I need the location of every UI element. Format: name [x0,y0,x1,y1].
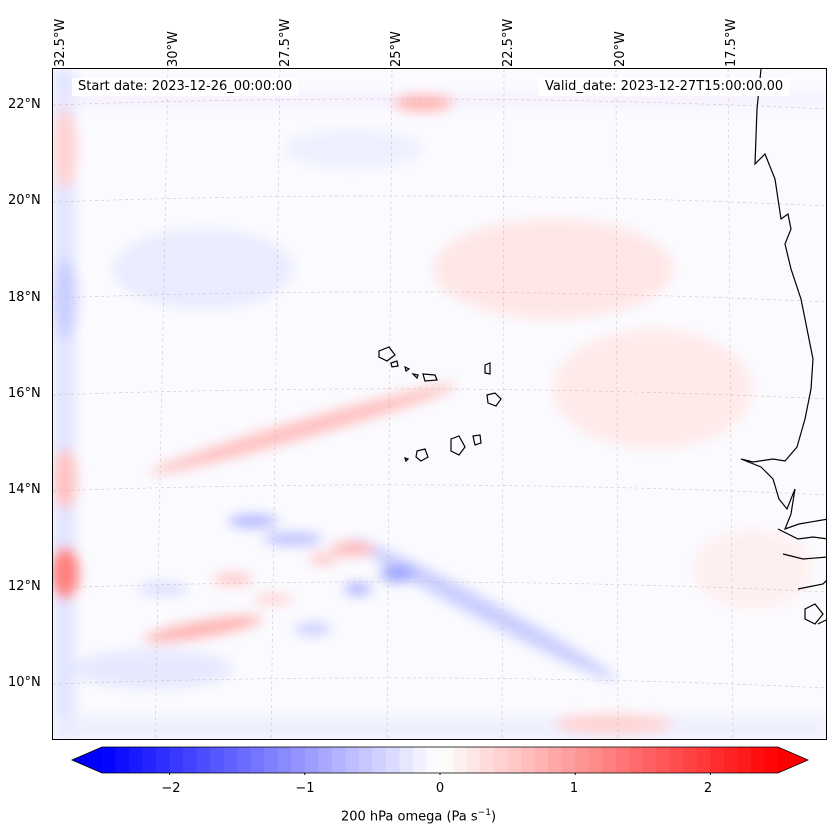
lat-label-22n: 22°N [8,97,41,112]
colorbar-segment [467,747,482,773]
colorbar-segment [683,747,698,773]
colorbar-segment [304,747,319,773]
colorbar-segment [561,747,576,773]
islands [378,346,502,463]
colorbar-segment [494,747,509,773]
colorbar-tick-1: 1 [569,781,579,796]
lon-label-25w: 25°W [389,31,404,67]
colorbar-segment [480,747,495,773]
colorbar-segment [629,747,644,773]
coastline [740,69,826,625]
colorbar-segment [183,747,198,773]
colorbar-segment [277,747,292,773]
colorbar-segment [507,747,522,773]
colorbar-segment [102,747,117,773]
colorbar-segment [372,747,387,773]
omega-field-map [53,69,826,739]
colorbar-segment [575,747,590,773]
colorbar-segment [250,747,265,773]
colorbar-segment [453,747,468,773]
colorbar-segment [264,747,279,773]
colorbar-segment [548,747,563,773]
colorbar-segment [764,747,779,773]
colorbar-label-prefix: 200 hPa omega (Pa s [340,809,478,825]
colorbar-tick--1: −1 [295,781,315,796]
colorbar-segment [358,747,373,773]
colorbar-segment [521,747,536,773]
colorbar-segment [750,747,766,773]
lon-label-27-5w: 27.5°W [278,18,293,67]
colorbar-segment [291,747,306,773]
colorbar-segment [723,747,739,773]
colorbar-segment [602,747,617,773]
colorbar-segment [399,747,414,773]
colorbar-segment [710,747,725,773]
colorbar-segment [737,747,752,773]
colorbar-segment [318,747,333,773]
lat-label-12n: 12°N [8,579,41,594]
colorbar-segment [129,747,144,773]
lon-label-32-5w: 32.5°W [53,18,68,67]
colorbar-segment [142,747,157,773]
start-date-label: Start date: 2023-12-26_00:00:00 [72,78,299,96]
lon-label-22-5w: 22.5°W [501,18,516,67]
colorbar-segment [115,747,130,773]
map-panel [52,68,827,740]
lon-label-17-5w: 17.5°W [724,18,739,67]
colorbar-segment [696,747,711,773]
colorbar-label-sup: −1 [477,808,491,818]
lat-label-16n: 16°N [8,386,41,401]
valid-date-label: Valid_date: 2023-12-27T15:00:00.00 [539,78,790,96]
colorbar-segment [412,747,428,773]
colorbar-label-suffix: ) [490,809,497,825]
colorbar-segment [169,747,184,773]
colorbar-tick--2: −2 [161,781,181,796]
lat-label-20n: 20°N [8,193,41,208]
colorbar-segment [656,747,671,773]
colorbar-segment [331,747,346,773]
graticule [53,69,826,739]
colorbar [70,746,810,775]
lon-label-30w: 30°W [166,31,181,67]
colorbar-segment [588,747,603,773]
colorbar-segment [615,747,630,773]
colorbar-segment [345,747,360,773]
colorbar-segment [223,747,238,773]
colorbar-segment [210,747,225,773]
lat-label-14n: 14°N [8,482,41,497]
colorbar-tick-2: 2 [703,781,713,796]
colorbar-outline [70,746,810,774]
colorbar-segment [642,747,657,773]
colorbar-segment [156,747,171,773]
colorbar-segment [426,747,441,773]
lat-label-18n: 18°N [8,290,41,305]
colorbar-tick-0: 0 [435,781,445,796]
lat-label-10n: 10°N [8,675,41,690]
colorbar-segment [196,747,211,773]
colorbar-segment [385,747,401,773]
colorbar-segment [440,747,455,773]
colorbar-segment [237,747,252,773]
lon-label-20w: 20°W [613,31,628,67]
colorbar-segment [669,747,684,773]
colorbar-extend-min [72,747,102,773]
colorbar-extend-max [778,747,808,773]
colorbar-label: 200 hPa omega (Pa s−1) [0,808,837,824]
colorbar-segment [534,747,549,773]
